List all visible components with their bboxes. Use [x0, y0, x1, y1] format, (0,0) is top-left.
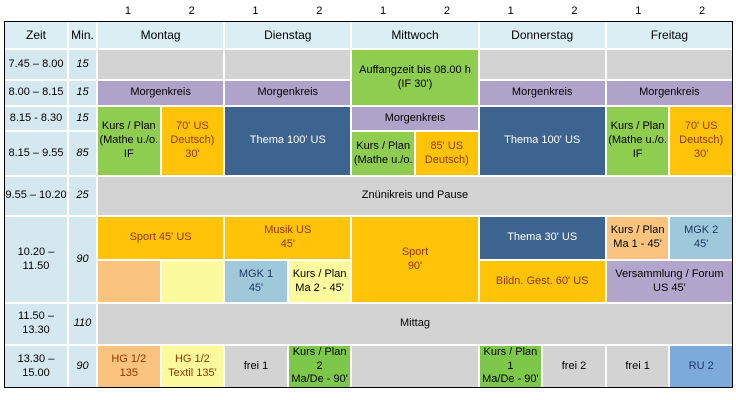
schedule-cell [98, 261, 160, 302]
duration-label: 90 [69, 346, 96, 387]
schedule-cell: Morgenkreis [479, 81, 605, 105]
duration-label: 90 [69, 217, 96, 302]
time-label: 11.50 – 13.30 [5, 304, 67, 344]
column-number-label: 1 [124, 4, 131, 17]
duration-label: 15 [69, 81, 96, 105]
schedule-cell: Kurs / Plan (Mathe u./o. IF [98, 107, 160, 175]
schedule-cell [161, 261, 224, 302]
schedule-cell: Morgenkreis [352, 107, 478, 130]
schedule-cell: Kurs / Plan Ma 1 - 45' [606, 217, 669, 259]
column-number-label: 2 [699, 4, 706, 17]
schedule-cell: HG 1/2 Textil 135' [161, 346, 224, 387]
schedule-cell: Thema 100' US [225, 107, 351, 175]
schedule-cell: 70' US Deutsch) 30' [161, 107, 224, 175]
schedule-cell: frei 2 [543, 346, 605, 387]
schedule-cell: frei 1 [225, 346, 287, 387]
schedule-cell: Kurs / Plan (Mathe u./o. IF [606, 107, 669, 175]
column-number-label: 1 [507, 4, 514, 17]
schedule-cell [225, 50, 351, 79]
schedule-cell: Morgenkreis [225, 81, 351, 105]
schedule-cell: 70' US Deutsch) 30' [670, 107, 732, 175]
schedule-cell: Kurs / Plan 1 Ma/De - 90' [479, 346, 542, 387]
schedule-cell: Morgenkreis [606, 81, 732, 105]
column-numbers-row: 1 2 1 2 1 2 1 2 1 2 [4, 0, 733, 21]
schedule-cell: frei 1 [606, 346, 669, 387]
day-header-dienstag: Dienstag [225, 22, 351, 48]
column-number-label: 1 [380, 4, 387, 17]
schedule-cell: HG 1/2 135 [98, 346, 160, 387]
schedule-cell: Versammlung / Forum US 45' [606, 261, 732, 302]
duration-label: 25 [69, 177, 96, 215]
schedule-cell [606, 50, 732, 79]
zeit-header: Zeit [5, 22, 67, 48]
column-number-label: 2 [443, 4, 450, 17]
duration-label: 85 [69, 132, 96, 175]
schedule-cell: MGK 1 45' [225, 261, 287, 302]
schedule-cell: Kurs / Plan (Mathe u./o. [352, 132, 414, 175]
schedule-cell [98, 50, 224, 79]
column-number-label: 2 [571, 4, 578, 17]
schedule-cell: 85' US Deutsch) [415, 132, 478, 175]
schedule-cell: Morgenkreis [98, 81, 224, 105]
time-label: 7.45 – 8.00 [5, 50, 67, 79]
schedule-cell: Sport 90' [352, 217, 478, 302]
schedule-cell: Sport 45' US [98, 217, 224, 259]
duration-label: 15 [69, 50, 96, 79]
schedule-cell: Auffangzeit bis 08.00 h (IF 30') [352, 50, 478, 105]
column-number-label: 2 [316, 4, 323, 17]
timetable: Zeit Min. Montag Dienstag Mittwoch Donnerstag… [4, 21, 733, 388]
day-header-freitag: Freitag [606, 22, 732, 48]
schedule-cell: Mittag [98, 304, 732, 344]
day-header-montag: Montag [98, 22, 224, 48]
min-header: Min. [69, 22, 96, 48]
time-label: 9.55 – 10.20 [5, 177, 67, 215]
column-number-label: 1 [635, 4, 642, 17]
duration-label: 15 [69, 107, 96, 130]
day-header-mittwoch: Mittwoch [352, 22, 478, 48]
schedule-cell [352, 346, 478, 387]
time-label: 10.20 – 11.50 [5, 217, 67, 302]
time-label: 8.00 – 8.15 [5, 81, 67, 105]
schedule-cell: Thema 30' US [479, 217, 605, 259]
schedule-cell: Thema 100' US [479, 107, 605, 175]
column-number-label: 1 [252, 4, 259, 17]
schedule-cell: Musik US 45' [225, 217, 351, 259]
day-header-donnerstag: Donnerstag [479, 22, 605, 48]
schedule-cell: Kurs / Plan Ma 2 - 45' [288, 261, 351, 302]
schedule-cell: MGK 2 45' [670, 217, 732, 259]
schedule-cell: Bildn. Gest. 60' US [479, 261, 605, 302]
schedule-cell: Kurs / Plan 2 Ma/De - 90' [288, 346, 351, 387]
time-label: 8.15 – 9.55 [5, 132, 67, 175]
schedule-cell: RU 2 [670, 346, 732, 387]
schedule-cell: Znünikreis und Pause [98, 177, 732, 215]
time-label: 8.15 - 8.30 [5, 107, 67, 130]
column-number-label: 2 [188, 4, 195, 17]
schedule-cell [479, 50, 605, 79]
time-label: 13.30 – 15.00 [5, 346, 67, 387]
duration-label: 110 [69, 304, 96, 344]
